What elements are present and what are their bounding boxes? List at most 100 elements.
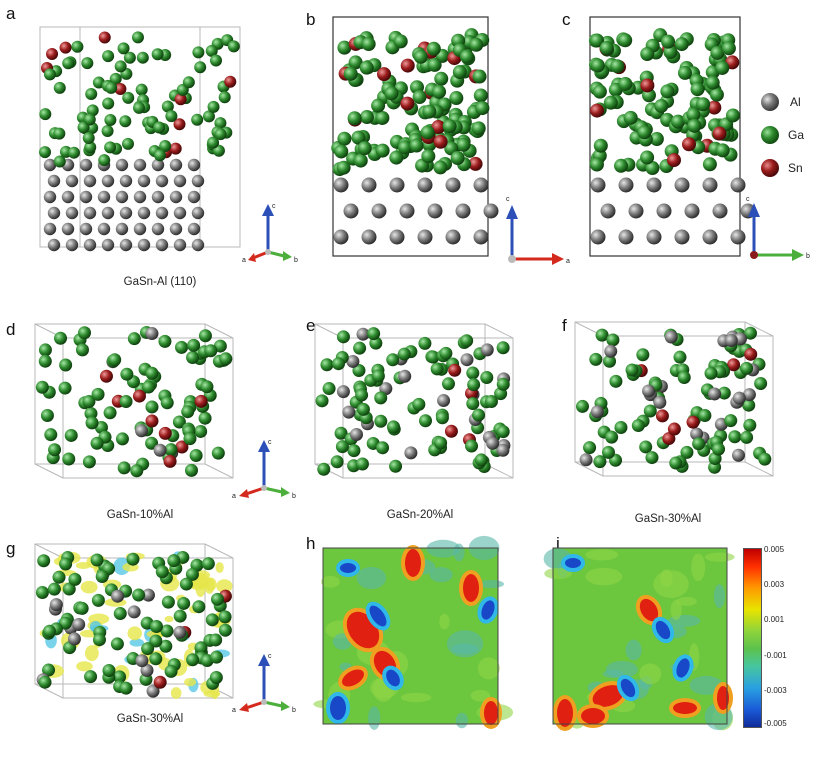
atom-ga (467, 378, 481, 392)
atom-al (389, 229, 405, 245)
atom-al (101, 174, 115, 188)
atom-sn (640, 78, 655, 93)
atom-ga (81, 57, 94, 70)
atom-ga (639, 440, 653, 454)
atom-ga (336, 160, 351, 175)
atom-ga (389, 459, 403, 473)
atom-ga (375, 143, 390, 158)
colorbar-tick: -0.003 (764, 686, 787, 695)
atom-ga (85, 88, 98, 101)
atom-ga (686, 107, 701, 122)
atom-ga (91, 387, 105, 401)
atom-ga (371, 98, 386, 113)
atom-ga (83, 113, 96, 126)
atom-sn (377, 67, 392, 82)
contour-negative (340, 563, 356, 573)
atom-ga (207, 136, 220, 149)
atom-ga (452, 65, 467, 80)
legend-label-al: Al (790, 95, 801, 109)
atom-al (67, 632, 81, 646)
atom-ga (439, 346, 453, 360)
atom-ga (715, 143, 730, 158)
structure-panel-g (34, 543, 234, 700)
atom-ga (38, 343, 52, 357)
atom-ga (109, 72, 122, 85)
atom-al (371, 203, 387, 219)
contour-blob (585, 567, 623, 586)
atom-ga (84, 670, 98, 684)
atom-ga (194, 424, 208, 438)
atom-ga (374, 414, 388, 428)
atom-ga (149, 634, 163, 648)
isosurface-blob (216, 579, 233, 593)
contour-blob (704, 552, 735, 562)
atom-ga (469, 37, 484, 52)
atom-al (445, 229, 461, 245)
atom-ga (376, 441, 390, 455)
atom-ga (441, 377, 455, 391)
axis-label-c: c (506, 196, 510, 203)
atom-al (137, 238, 151, 252)
atom-al (153, 443, 167, 457)
atom-al (111, 589, 125, 603)
atom-ga (78, 326, 92, 340)
atom-al (43, 190, 57, 204)
atom-ga (449, 91, 464, 106)
atom-sn (98, 31, 111, 44)
atom-ga (110, 637, 124, 651)
atom-ga (149, 652, 163, 666)
atom-al (127, 605, 141, 619)
atom-al (579, 453, 593, 467)
colorbar-tick: 0.005 (764, 545, 785, 554)
atom-ga (119, 394, 133, 408)
isosurface-blob (80, 580, 98, 594)
atom-ga (165, 110, 178, 123)
atom-sn (173, 118, 186, 131)
atom-ga (200, 380, 214, 394)
atom-ga (95, 569, 109, 583)
atom-ga (459, 49, 474, 64)
atom-ga (456, 137, 471, 152)
atom-ga (126, 552, 140, 566)
atom-sn (667, 422, 681, 436)
atom-al (133, 190, 147, 204)
atom-al (473, 229, 489, 245)
atom-ga (177, 596, 191, 610)
axis-label-a: a (566, 258, 570, 265)
atom-al (135, 654, 149, 668)
isosurface-blob (84, 645, 99, 662)
atom-ga (374, 391, 388, 405)
atom-ga (205, 44, 218, 57)
axis-triad-c: c b (746, 196, 810, 261)
atom-ga (40, 408, 54, 422)
panel-label-g: g (6, 539, 16, 558)
atom-ga (153, 121, 166, 134)
atom-al (61, 190, 75, 204)
atom-sn (666, 153, 681, 168)
contour-blob (453, 543, 465, 562)
atom-al (43, 222, 57, 236)
contour-blob (356, 566, 387, 590)
contour-negative (369, 605, 387, 627)
contour-blob (670, 599, 682, 621)
contour-blob (691, 553, 706, 582)
atom-ga (117, 42, 130, 55)
atom-ga (218, 610, 232, 624)
atom-ga (631, 419, 645, 433)
atom-ga (472, 408, 486, 422)
atom-ga (412, 90, 427, 105)
atom-ga (179, 577, 193, 591)
atom-ga (717, 386, 731, 400)
atom-al (646, 229, 662, 245)
atom-al (590, 177, 606, 193)
atom-ga (384, 86, 399, 101)
atom-al (101, 238, 115, 252)
atom-ga (480, 370, 494, 384)
atom-ga (348, 55, 363, 70)
contour-blob (429, 567, 453, 583)
atom-al (460, 353, 474, 367)
atom-ga (62, 452, 76, 466)
atom-ga (84, 141, 97, 154)
atom-ga (164, 664, 178, 678)
isosurface-blob (127, 626, 142, 641)
